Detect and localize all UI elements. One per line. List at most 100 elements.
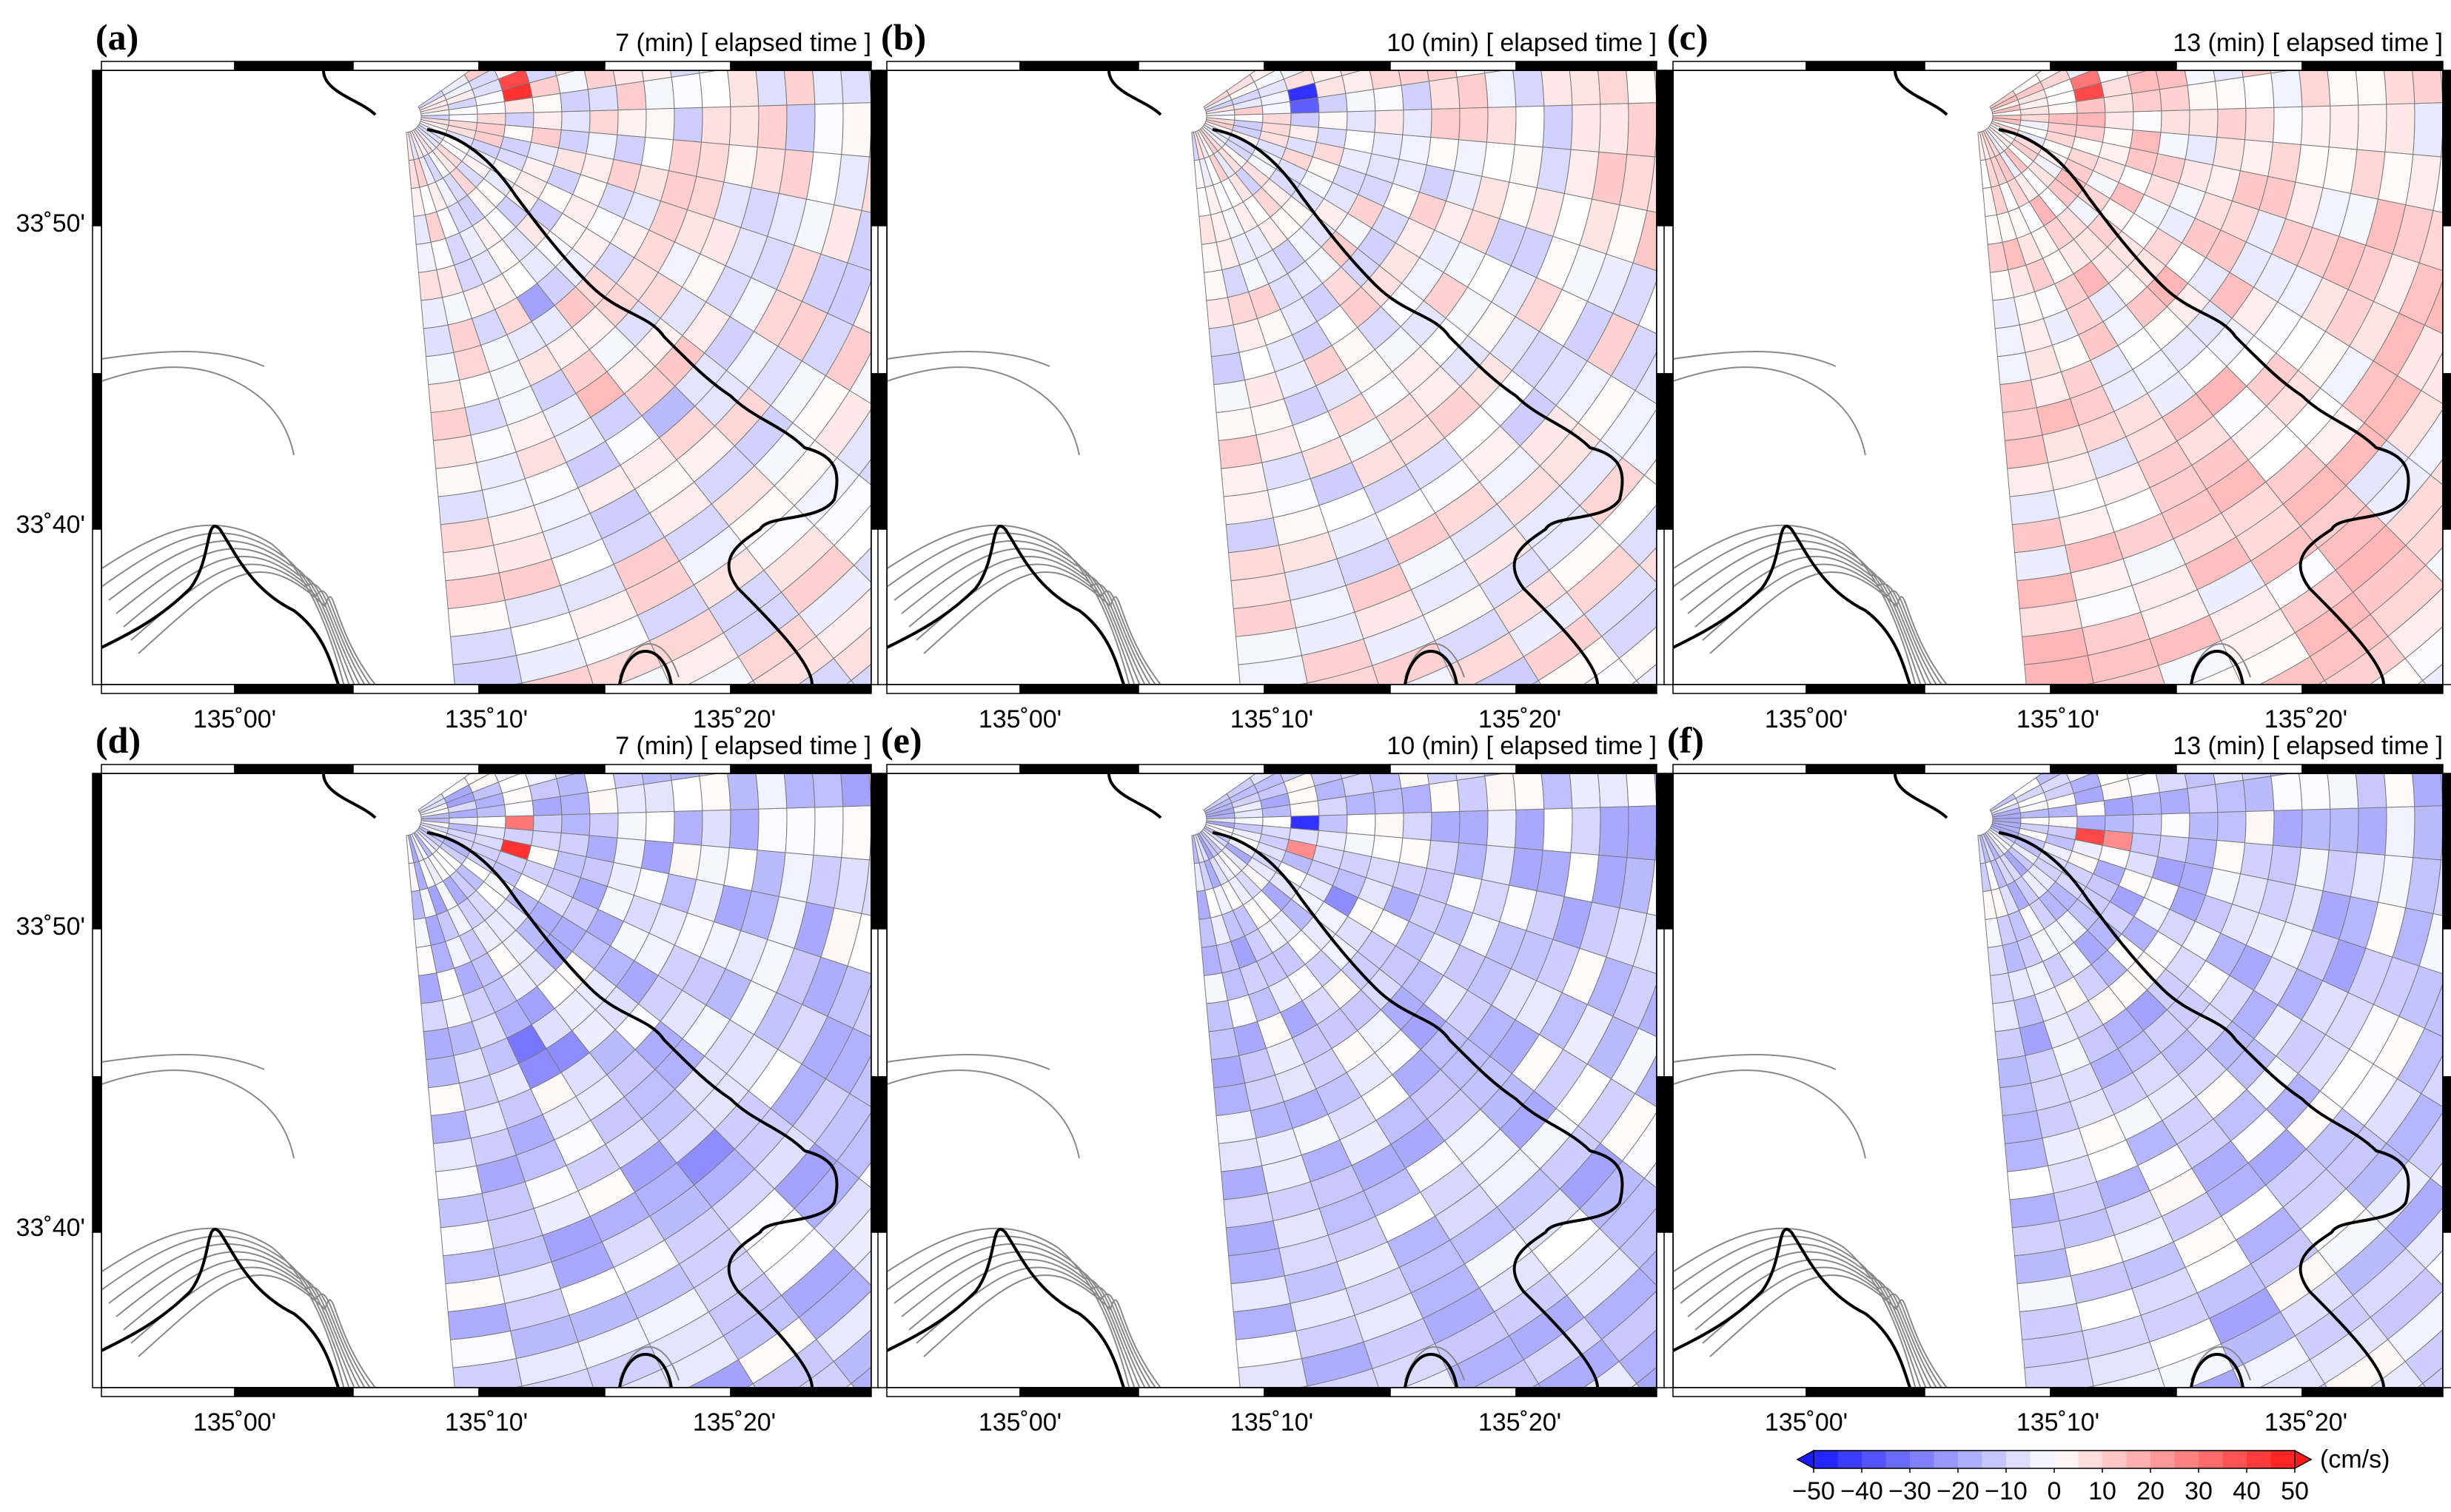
grid-cell — [1290, 815, 1320, 831]
grid-cell — [2239, 842, 2274, 880]
colorbar-unit: (cm/s) — [2320, 1445, 2390, 1474]
grid-cell — [1262, 816, 1292, 829]
grid-cell — [671, 73, 703, 109]
grid-cell — [1372, 84, 1404, 112]
colorbar-swatch — [1862, 1451, 1886, 1468]
grid-cell — [2267, 844, 2301, 886]
colorbar-swatch — [2030, 1451, 2055, 1468]
grid-cell — [589, 813, 619, 839]
grid-cell — [2267, 141, 2301, 183]
grid-cell — [2432, 156, 2443, 213]
grid-cell — [477, 816, 506, 829]
grid-cell — [2104, 111, 2134, 131]
colorbar-tick-label: −20 — [1937, 1477, 1979, 1505]
colorbar-swatch — [2199, 1451, 2223, 1468]
grid-cell — [2035, 70, 2063, 83]
grid-cell — [1279, 773, 1307, 783]
grid-cell — [1598, 103, 1629, 155]
grid-cell — [643, 779, 675, 813]
lat-tick-label: 33˚50' — [16, 209, 85, 238]
grid-cell — [757, 104, 788, 150]
grid-cell — [1398, 134, 1432, 166]
grid-cell — [727, 773, 760, 810]
grid-cell — [521, 665, 594, 685]
grid-cell — [1428, 76, 1461, 110]
grid-cell — [1402, 812, 1432, 841]
grid-cell — [2432, 859, 2443, 916]
grid-cell — [645, 810, 675, 844]
grid-cell — [2048, 816, 2078, 829]
grid-cell — [640, 136, 674, 172]
grid-cell — [1632, 913, 1657, 975]
grid-cell — [2418, 209, 2443, 272]
grid-cell — [2160, 813, 2190, 839]
grid-cell — [2328, 104, 2359, 150]
grid-cell — [1374, 813, 1404, 839]
colorbar: −50 −40 −30 −20 −10 0 10 20 30 40 50 (cm/s) — [1792, 1445, 2390, 1505]
coastline — [887, 70, 1624, 685]
grid-cell — [1249, 70, 1277, 83]
grid-cell — [2126, 70, 2150, 76]
panel-e: (e) 10 (min) [ elapsed time ] 135˚00' 135˚1… — [877, 719, 1666, 1437]
panel-label: (e) — [881, 719, 922, 761]
grid-cell — [2188, 812, 2219, 841]
grid-cell — [2216, 810, 2247, 844]
grid-cell — [668, 842, 703, 880]
grid-cell — [1290, 112, 1320, 128]
grid-cell — [521, 1368, 594, 1388]
grid-cell — [640, 839, 674, 875]
colorbar-swatch — [2102, 1451, 2127, 1468]
grid-cell — [2416, 1382, 2427, 1388]
grid-cell — [428, 379, 466, 414]
grid-cell — [617, 812, 647, 841]
grid-cell — [587, 84, 619, 112]
grid-cell — [1643, 458, 1657, 485]
panel-c: (c) 13 (min) [ elapsed time ] 135˚00' 135˚1… — [1663, 16, 2451, 733]
frame-ticks — [1663, 61, 2451, 694]
grid-cell — [613, 134, 646, 166]
grid-cell — [670, 773, 700, 781]
grid-cell — [477, 112, 506, 126]
grid-cell — [554, 70, 578, 76]
grid-cell — [1630, 679, 1640, 685]
colorbar-tick-label: −10 — [1985, 1477, 2028, 1505]
lat-tick-label: 33˚40' — [16, 511, 85, 539]
panel-a: (a) 7 (min) [ elapsed time ] 33˚50' 33˚40' 1… — [16, 16, 881, 733]
grid-cell — [1307, 1368, 1380, 1388]
frame-ticks — [1663, 764, 2451, 1397]
grid-cell — [2421, 351, 2443, 405]
grid-cell — [858, 1161, 871, 1189]
grid-cell — [1346, 110, 1376, 133]
frame-ticks — [92, 61, 881, 694]
grid-cell — [1512, 773, 1545, 810]
grid-cell — [2244, 810, 2275, 846]
grid-cell — [2214, 779, 2247, 813]
grid-cell — [2270, 773, 2303, 811]
grid-cell — [645, 107, 675, 141]
grid-cell — [2430, 1161, 2443, 1189]
grid-cell — [1626, 805, 1657, 861]
grid-cell — [1401, 784, 1432, 814]
coastline — [1673, 773, 2410, 1388]
colorbar-tick-label: 30 — [2185, 1477, 2213, 1505]
grid-cell — [2002, 1110, 2043, 1144]
grid-cell — [2065, 773, 2093, 783]
colorbar-tick-label: 20 — [2136, 1477, 2165, 1505]
panel-f: (f) 13 (min) [ elapsed time ] 135˚00' 135˚1… — [1663, 719, 2451, 1437]
grid-cell — [1643, 1161, 1657, 1189]
grid-cell — [1216, 1110, 1257, 1144]
grid-cell — [1213, 1082, 1251, 1117]
lon-tick-label: 135˚20' — [693, 1408, 776, 1437]
grid-cell — [841, 805, 871, 861]
grid-cell — [1999, 1082, 2037, 1117]
grid-cell — [1484, 773, 1517, 811]
grid-cell — [554, 773, 578, 779]
lon-tick-label: 135˚10' — [445, 705, 528, 733]
grid-cell — [1340, 70, 1364, 76]
grid-cell — [1455, 773, 1486, 781]
grid-cell — [2244, 107, 2275, 143]
grid-cell — [560, 110, 591, 133]
grid-cell — [1402, 109, 1432, 138]
grid-cell — [2422, 663, 2443, 685]
depth-contours — [887, 351, 1465, 685]
